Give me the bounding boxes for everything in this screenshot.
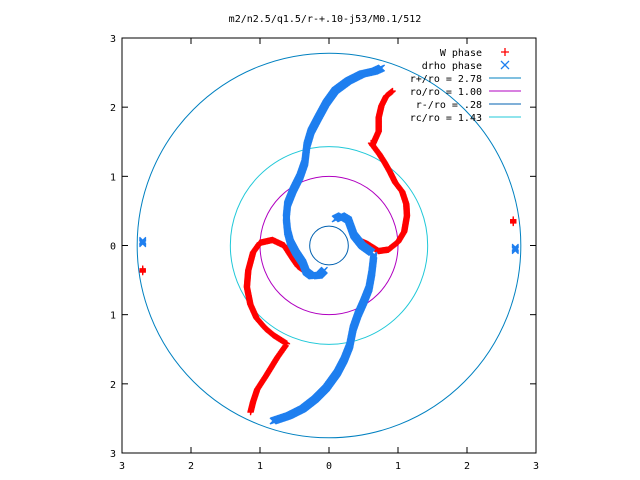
legend-label-0: W phase: [440, 48, 482, 59]
y-tick-label-6: 3: [110, 34, 116, 45]
legend-circle-label-2: r-/ro = .28: [416, 100, 482, 111]
x-tick-label-6: 3: [533, 461, 539, 472]
point-1-3-4-9: [331, 215, 339, 223]
point-0-4-0-2: [510, 216, 517, 223]
circle-0: [136, 52, 522, 439]
series-1: [139, 64, 519, 425]
point-1-1-6-9: [320, 266, 328, 274]
point-1-2-12-21: [269, 417, 277, 425]
y-tick-label-2: 1: [110, 311, 116, 322]
legend-marker-1: [500, 60, 510, 70]
series-0: [139, 87, 517, 416]
legend-circle-label-1: ro/ro = 1.00: [410, 87, 482, 98]
legend-label-1: drho phase: [422, 61, 482, 72]
legend-circle-label-3: rc/ro = 1.43: [410, 113, 482, 124]
point-0-4-1-2: [139, 265, 146, 272]
x-tick-label-2: 1: [257, 461, 263, 472]
x-tick-label-4: 1: [395, 461, 401, 472]
x-tick-label-1: 2: [188, 461, 194, 472]
chart-title: m2/n2.5/q1.5/r-+.10-j53/M0.1/512: [229, 14, 422, 25]
circle-3: [229, 146, 429, 345]
point-0-3-4-13: [247, 408, 254, 416]
x-tick-label-5: 2: [464, 461, 470, 472]
point-1-4-1-2: [511, 243, 519, 251]
y-tick-label-1: 2: [110, 380, 116, 391]
point-0-1-4-10: [389, 87, 396, 95]
point-1-4-0-2: [139, 236, 147, 245]
x-tick-label-0: 3: [119, 461, 125, 472]
x-tick-label-3: 0: [326, 461, 332, 472]
legend: W phase drho phase r+/ro = 2.78 ro/ro = 1.0…: [410, 48, 521, 124]
y-tick-label-4: 1: [110, 172, 116, 183]
reference-circles: [136, 52, 522, 439]
y-tick-label-3: 0: [110, 242, 116, 253]
legend-marker-0: [501, 48, 509, 56]
legend-circle-label-0: r+/ro = 2.78: [410, 74, 482, 85]
point-1-0-13-10: [377, 64, 386, 72]
circle-2: [309, 225, 349, 266]
data-series: [139, 64, 519, 425]
y-tick-label-5: 2: [110, 103, 116, 114]
y-tick-label-0: 3: [110, 449, 116, 460]
